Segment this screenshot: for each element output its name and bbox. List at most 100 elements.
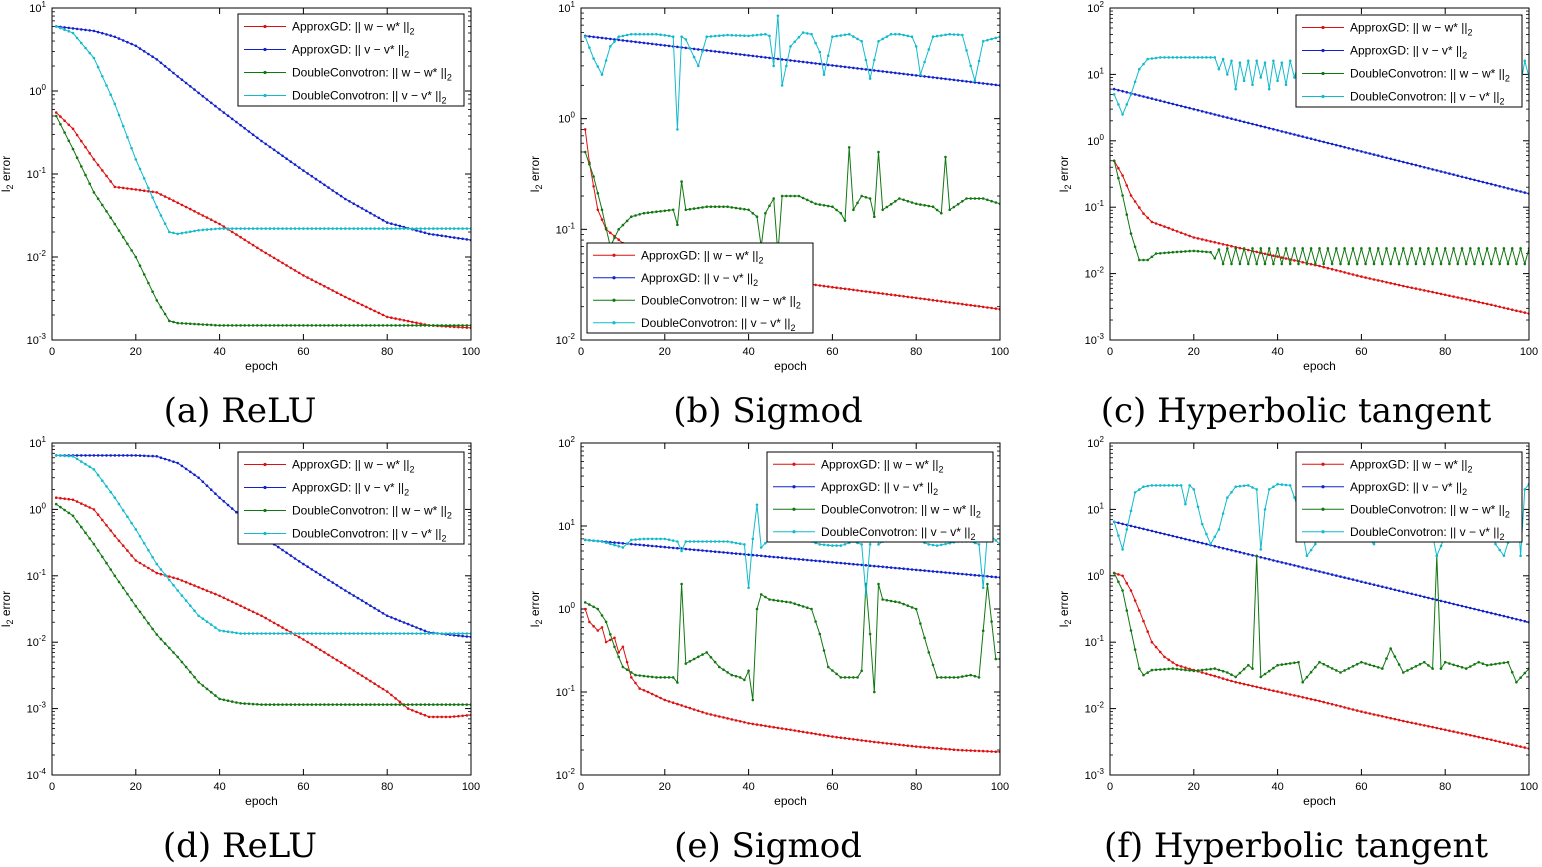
series-point [440,324,444,327]
series-point [1205,250,1208,254]
series-point [977,81,981,85]
series-point [297,635,301,639]
series-point [969,573,972,577]
series-point [1284,83,1288,86]
series-point [1221,115,1225,118]
y-tick-label: 102 [558,435,575,450]
series-point [230,631,234,634]
series-point [71,127,75,131]
series-point [831,735,834,738]
series-point [1464,176,1468,180]
series-point [365,677,368,680]
series-point [268,254,272,257]
series-point [1251,554,1254,557]
series-point [277,324,280,327]
series-point [583,607,587,611]
series-point [751,698,755,702]
y-tick-label: 10-1 [1085,634,1105,649]
series-point [339,661,343,664]
series-point [667,676,671,679]
series-point [54,496,58,500]
series-point [415,324,418,327]
series-point [881,37,884,41]
series-point [1267,688,1271,692]
series-point [822,649,826,652]
series-point [1259,76,1263,79]
series-point [864,564,868,567]
series-point [142,189,146,192]
series-point [1347,707,1351,710]
series-point [730,206,734,209]
series-point [1142,619,1145,623]
series-point [1309,568,1313,571]
series-point [272,632,276,635]
series-point [1519,310,1522,313]
series-point [121,454,125,457]
series-point [843,219,847,222]
legend-label: ApproxGD: || v − v* ||2 [292,43,409,60]
series-point [956,572,960,575]
series-point [1297,134,1300,137]
series-point [1272,485,1275,489]
series-point [659,545,662,548]
series-point [226,699,230,702]
series-point [785,194,788,198]
series-point [638,32,641,36]
series-point [1188,669,1191,672]
series-point [218,324,221,327]
series-point [314,632,318,635]
series-point [1402,671,1405,674]
series-point [1251,83,1254,86]
series-point [1330,262,1334,266]
series-point [1209,56,1212,59]
series-point [318,648,322,652]
series-point [642,543,646,547]
x-tick-label: 20 [130,346,142,358]
series-point [159,61,163,65]
series-point [994,83,998,87]
series-point [747,586,750,590]
series-point [289,703,293,706]
series-point [352,632,356,635]
series-point [931,76,935,79]
series-point [663,676,667,679]
series-point [927,543,931,546]
series-point [402,632,406,635]
series-point [852,208,855,212]
series-point [1234,247,1237,250]
series-point [272,621,276,625]
series-point [898,601,901,604]
series-point [1314,569,1317,572]
series-point [138,610,142,614]
series-point [138,264,142,268]
series-point [1339,144,1342,148]
series-point [101,454,104,457]
series-line [55,112,471,329]
series-point [427,715,431,719]
series-point [1205,672,1208,675]
series-point [1209,112,1212,115]
series-point [297,227,301,230]
series-point [1473,734,1476,738]
series-point [676,546,679,550]
y-tick-label: 10-1 [27,568,47,583]
x-tick-label: 100 [462,346,480,358]
series-point [1427,725,1430,728]
series-point [617,541,620,545]
series-point [1481,609,1485,613]
series-point [168,230,171,234]
series-point [1142,527,1145,531]
series-point [101,75,104,78]
x-tick-label: 80 [1439,346,1451,358]
series-point [751,34,755,37]
series-point [96,473,100,477]
x-tick-label: 0 [49,346,55,358]
series-point [688,660,692,663]
series-point [923,297,926,301]
series-point [596,208,600,212]
series-point [130,249,133,252]
series-point [986,582,989,586]
series-point [176,75,179,78]
series-point [609,542,612,546]
series-point [92,468,96,471]
